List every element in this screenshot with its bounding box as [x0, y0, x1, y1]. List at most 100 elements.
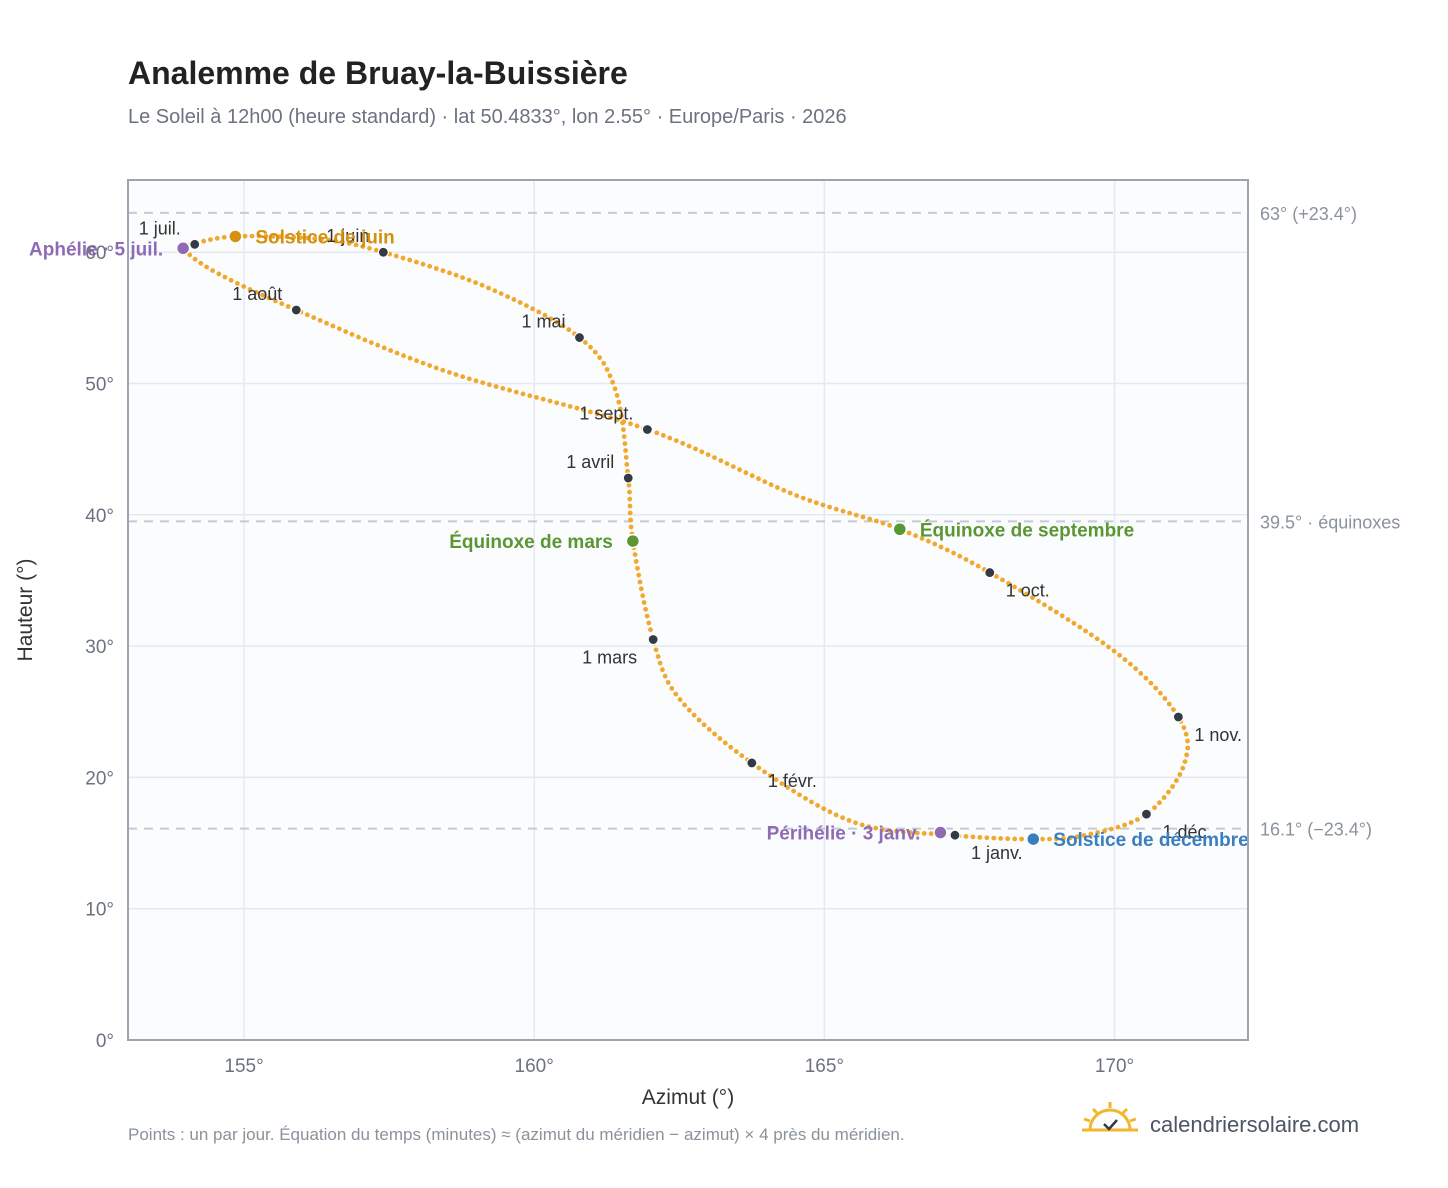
event-marker: [175, 241, 191, 256]
daily-sun-point: [866, 824, 872, 830]
daily-sun-point: [601, 361, 607, 366]
daily-sun-point: [400, 255, 406, 261]
daily-sun-point: [762, 479, 768, 485]
daily-sun-point: [427, 363, 433, 368]
daily-sun-point: [712, 455, 717, 460]
daily-sun-point: [733, 749, 739, 754]
daily-sun-point: [646, 620, 652, 626]
daily-sun-point: [208, 237, 213, 243]
daily-sun-point: [1095, 830, 1101, 835]
daily-sun-point: [1182, 759, 1188, 764]
daily-sun-point: [554, 400, 560, 406]
daily-sun-point: [1071, 620, 1077, 626]
daily-sun-point: [375, 342, 381, 348]
daily-sun-point: [447, 370, 452, 375]
daily-sun-point: [998, 836, 1004, 841]
daily-sun-point: [373, 247, 379, 253]
daily-sun-point: [636, 572, 642, 578]
daily-sun-point: [427, 263, 433, 269]
brand-logo[interactable]: calendriersolaire.com: [1082, 1102, 1359, 1137]
daily-sun-point: [820, 502, 826, 508]
daily-sun-point: [284, 234, 290, 240]
daily-sun-point: [847, 510, 852, 516]
daily-sun-point: [1036, 598, 1041, 604]
daily-sun-point: [1012, 584, 1017, 590]
daily-sun-point: [693, 446, 698, 452]
daily-sun-point: [944, 547, 950, 553]
daily-sun-point: [969, 560, 975, 566]
daily-sun-point: [691, 712, 697, 718]
month-label: 1 déc.: [1162, 822, 1211, 842]
daily-sun-point: [407, 355, 413, 361]
daily-sun-point: [534, 395, 539, 400]
daily-sun-point: [660, 667, 665, 673]
daily-sun-point: [311, 315, 317, 320]
daily-sun-point: [833, 812, 839, 818]
daily-sun-point: [807, 498, 813, 503]
y-tick-label: 10°: [85, 900, 114, 921]
daily-sun-point: [627, 496, 633, 502]
daily-sun-point: [1074, 834, 1080, 840]
daily-sun-point: [604, 367, 610, 372]
daily-sun-point: [291, 234, 297, 240]
daily-sun-point: [498, 291, 504, 296]
daily-sun-point: [204, 264, 210, 270]
chart-subtitle: Le Soleil à 12h00 (heure standard) · lat…: [128, 106, 847, 128]
month-label: 1 oct.: [1006, 581, 1050, 601]
daily-sun-point: [1077, 624, 1083, 630]
daily-sun-point: [797, 792, 802, 798]
reference-line-label: 63° (+23.4°): [1260, 204, 1357, 224]
daily-sun-point: [1177, 772, 1183, 777]
daily-sun-point: [853, 512, 859, 518]
daily-sun-point: [594, 411, 600, 417]
daily-sun-point: [907, 830, 913, 835]
daily-sun-point: [900, 829, 906, 835]
daily-sun-point: [686, 443, 692, 449]
daily-sun-point: [1143, 675, 1149, 681]
daily-sun-point: [479, 282, 485, 288]
daily-sun-point: [548, 316, 554, 322]
x-tick-label: 165°: [805, 1056, 844, 1077]
daily-sun-point: [1005, 836, 1011, 842]
daily-sun-point: [1111, 648, 1117, 654]
y-axis-title: Hauteur (°): [14, 559, 37, 662]
daily-sun-point: [718, 458, 724, 463]
daily-sun-point: [583, 340, 588, 345]
daily-sun-point: [1030, 595, 1035, 600]
event-marker: [228, 229, 243, 244]
daily-sun-point: [566, 327, 572, 333]
daily-sun-point: [517, 300, 523, 305]
daily-sun-point: [815, 803, 820, 808]
daily-sun-point: [632, 552, 638, 557]
daily-sun-point: [867, 516, 873, 522]
daily-sun-point: [730, 464, 736, 469]
event-label: Périhélie · 3 janv.: [767, 824, 921, 845]
month-marker: [573, 331, 586, 344]
daily-sun-point: [894, 828, 899, 834]
daily-sun-point: [536, 309, 542, 315]
daily-sun-point: [699, 449, 705, 455]
daily-sun-point: [654, 430, 660, 436]
daily-sun-point: [381, 345, 387, 351]
daily-sun-point: [682, 702, 687, 708]
month-label: 1 févr.: [768, 771, 817, 791]
daily-sun-point: [256, 233, 262, 239]
daily-sun-point: [712, 731, 717, 737]
daily-sun-point: [628, 524, 634, 530]
daily-sun-point: [201, 238, 207, 244]
daily-sun-point: [249, 233, 255, 239]
event-marker: [625, 533, 641, 549]
daily-sun-point: [1170, 784, 1175, 789]
daily-sun-point: [192, 256, 198, 262]
event-label: Aphélie · 5 juil.: [29, 239, 163, 260]
daily-sun-point: [1108, 826, 1114, 832]
daily-sun-point: [627, 510, 633, 516]
daily-sun-point: [614, 417, 620, 422]
y-tick-label: 20°: [85, 768, 114, 789]
daily-sun-point: [637, 579, 643, 585]
daily-sun-point: [1012, 836, 1018, 842]
daily-sun-point: [270, 234, 276, 239]
daily-sun-point: [263, 233, 269, 239]
daily-sun-point: [737, 467, 742, 473]
daily-sun-point: [768, 482, 774, 488]
